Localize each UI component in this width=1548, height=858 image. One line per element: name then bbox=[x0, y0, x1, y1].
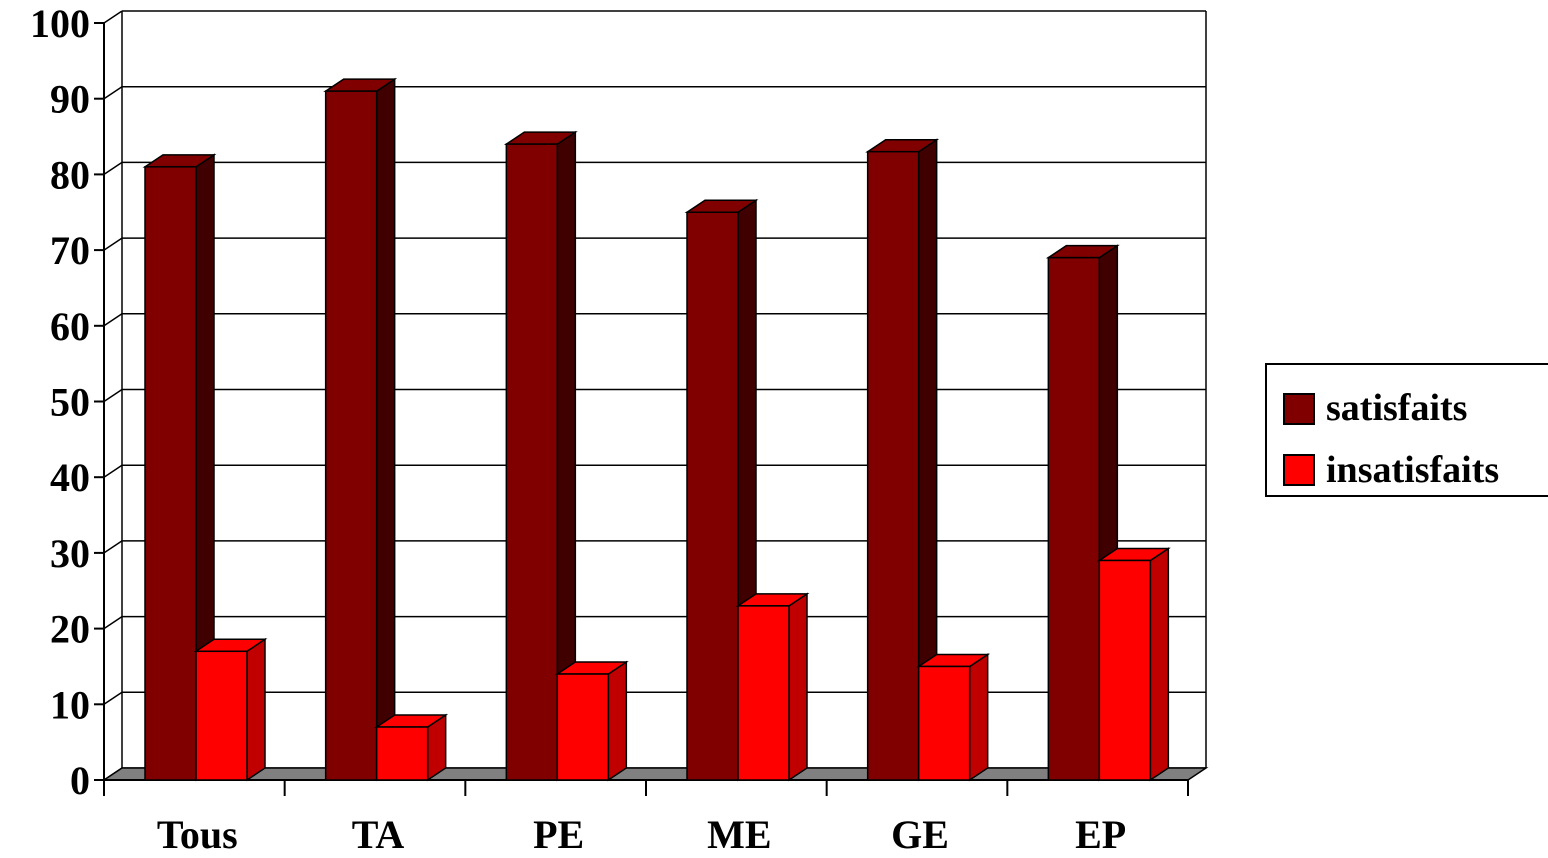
y-tick-label: 30 bbox=[50, 531, 90, 576]
legend-swatch-insatisfaits bbox=[1283, 454, 1315, 486]
bar-front bbox=[144, 166, 197, 781]
bar-insatisfaits-ME bbox=[735, 592, 810, 782]
bar-front bbox=[556, 673, 610, 781]
x-category-label: Tous bbox=[157, 812, 238, 857]
side-wall-line bbox=[103, 313, 123, 327]
bar-insatisfaits-EP bbox=[1096, 547, 1171, 782]
side-wall-line bbox=[103, 540, 123, 554]
bar-satisfaits-GE bbox=[865, 138, 940, 782]
x-category-label: EP bbox=[1075, 812, 1126, 857]
bar-front bbox=[375, 726, 429, 781]
x-category-label: PE bbox=[533, 812, 584, 857]
bar-front bbox=[686, 211, 739, 781]
x-category-label: TA bbox=[352, 812, 405, 857]
y-tick-label: 40 bbox=[50, 455, 90, 500]
side-wall-line bbox=[103, 388, 123, 403]
side-wall-line bbox=[103, 161, 123, 176]
side-wall-line bbox=[103, 86, 123, 100]
y-tick-label: 90 bbox=[50, 77, 90, 122]
legend: satisfaits insatisfaits bbox=[1265, 363, 1548, 497]
x-category-label: GE bbox=[891, 812, 949, 857]
side-wall-line bbox=[103, 691, 123, 705]
y-tick-label: 80 bbox=[50, 152, 90, 197]
x-category-label: ME bbox=[707, 812, 771, 857]
y-tick-label: 100 bbox=[30, 1, 90, 46]
bar-front bbox=[505, 143, 559, 781]
y-tick-label: 20 bbox=[50, 607, 90, 652]
bar-side bbox=[375, 77, 396, 782]
bar-front bbox=[917, 665, 971, 781]
bar-side bbox=[968, 653, 989, 782]
y-tick-label: 0 bbox=[70, 758, 90, 803]
bar-satisfaits-Tous bbox=[142, 153, 217, 782]
gridlines bbox=[101, 10, 1209, 781]
bar-front bbox=[324, 90, 378, 781]
chart-floor bbox=[101, 767, 1209, 781]
bars bbox=[142, 77, 1171, 782]
legend-swatch-satisfaits bbox=[1283, 393, 1315, 425]
axis-labels: 0 10 20 30 40 50 60 70 80 90 100 Tous TA PE ME GE EP bbox=[30, 1, 1126, 857]
side-wall-line bbox=[103, 464, 123, 478]
bar-side bbox=[1149, 547, 1170, 782]
bar-front bbox=[195, 650, 248, 781]
bar-side bbox=[607, 660, 628, 782]
bar-front bbox=[737, 605, 790, 781]
axes bbox=[94, 22, 1189, 796]
bar-insatisfaits-Tous bbox=[193, 637, 268, 782]
side-wall-line bbox=[103, 10, 123, 24]
y-tick-label: 60 bbox=[50, 304, 90, 349]
bar-satisfaits-TA bbox=[323, 77, 398, 782]
bar-front bbox=[866, 150, 920, 781]
y-tick-label: 10 bbox=[50, 682, 90, 727]
bar-front bbox=[1047, 256, 1101, 781]
legend-label-insatisfaits: insatisfaits bbox=[1326, 449, 1499, 491]
bar-side bbox=[246, 637, 266, 782]
bar-insatisfaits-GE bbox=[916, 653, 991, 782]
y-tick-label: 50 bbox=[50, 380, 90, 425]
side-wall-line bbox=[103, 615, 123, 630]
bar-insatisfaits-TA bbox=[374, 713, 449, 782]
bar-satisfaits-PE bbox=[503, 130, 578, 782]
bar-front bbox=[1098, 559, 1152, 781]
side-wall-line bbox=[103, 237, 123, 251]
bar-insatisfaits-PE bbox=[554, 660, 629, 782]
y-tick-label: 70 bbox=[50, 228, 90, 273]
bar-side bbox=[788, 592, 808, 782]
legend-label-satisfaits: satisfaits bbox=[1326, 387, 1467, 429]
